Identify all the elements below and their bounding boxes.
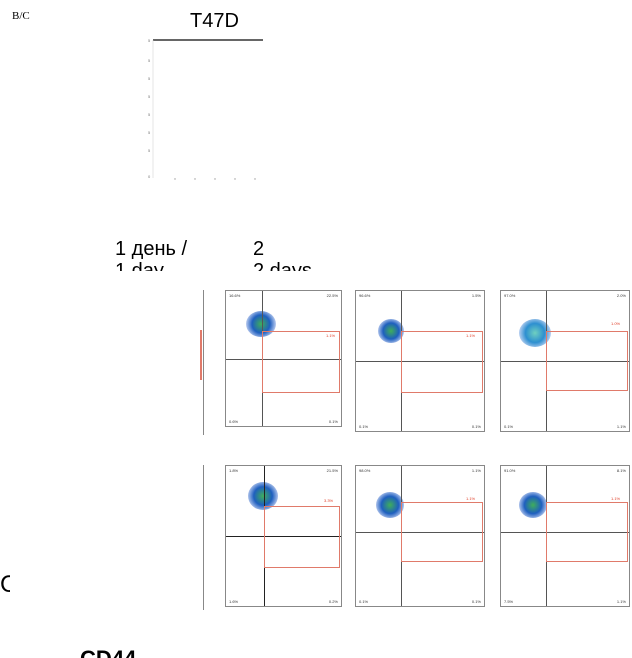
cell-cloud — [378, 319, 404, 343]
quadrant-hline — [356, 361, 484, 362]
quad-br: 0.1% — [471, 599, 481, 604]
gate-box — [262, 331, 340, 393]
quadrant-hline — [501, 532, 629, 533]
quadrant-hline — [501, 361, 629, 362]
row1-axis — [203, 290, 204, 435]
side-label: C — [0, 572, 10, 598]
flow-plot-5: 98.0% 1.1% 0.1% 0.1% 1.1% — [355, 465, 485, 607]
day-label-2: 2 — [253, 238, 265, 260]
gate-value: 1.1% — [466, 333, 476, 338]
cell-cloud — [246, 311, 276, 337]
gate-value: 1.0% — [611, 321, 621, 326]
day-label-2-en: 2 days — [253, 260, 312, 271]
quad-br: 0.2% — [328, 599, 338, 604]
axis-label-cd44: CD44 — [80, 648, 140, 658]
gate-box — [401, 502, 483, 562]
cell-cloud — [248, 482, 278, 510]
gate-value: 1.1% — [466, 496, 476, 501]
quadrant-hline — [356, 532, 484, 533]
flow-plot-4: 1.8% 21.5% 1.6% 0.2% 3.3% — [225, 465, 342, 607]
quad-tr: 2.0% — [616, 293, 626, 298]
flow-plot-2: 96.6% 1.5% 0.1% 0.1% 1.1% — [355, 290, 485, 432]
gate-box — [546, 502, 628, 562]
gate-box — [264, 506, 340, 568]
quad-tr: 1.5% — [471, 293, 481, 298]
svg-text:5: 5 — [148, 130, 151, 135]
quad-br: 1.1% — [616, 599, 626, 604]
day-label-1-en: 1 day — [115, 260, 164, 271]
quad-br: 0.1% — [471, 424, 481, 429]
quad-br: 0.1% — [328, 419, 338, 424]
cell-cloud — [519, 492, 547, 518]
quad-tl: 96.6% — [359, 293, 371, 298]
quad-tl: 1.8% — [229, 468, 239, 473]
quad-br: 1.1% — [616, 424, 626, 429]
flow-plot-6: 91.0% 8.1% 7.5% 1.1% 1.1% — [500, 465, 630, 607]
flow-plot-1: 16.6% 22.5% 0.6% 0.1% 1.1% — [225, 290, 342, 427]
svg-text:5: 5 — [148, 94, 151, 99]
panel-label: B/C — [12, 10, 30, 22]
quadrant-hline — [226, 536, 341, 537]
gate-box — [546, 331, 628, 391]
quad-tl: 97.0% — [504, 293, 516, 298]
quad-tl: 16.6% — [229, 293, 241, 298]
quadrant-hline — [226, 359, 341, 360]
cell-cloud — [519, 319, 551, 347]
quad-bl: 0.1% — [359, 424, 369, 429]
svg-text:5: 5 — [148, 148, 151, 153]
day-label-1: 1 день / — [115, 238, 188, 260]
gate-value: 3.3% — [324, 498, 334, 503]
svg-text:5: 5 — [148, 112, 151, 117]
figure-title: T47D — [190, 10, 239, 32]
quad-tr: 8.1% — [616, 468, 626, 473]
gate-value: 1.1% — [326, 333, 336, 338]
gate-value: 1.1% — [611, 496, 621, 501]
svg-text:5: 5 — [148, 38, 151, 43]
row2-axis — [203, 465, 204, 610]
quad-bl: 1.6% — [229, 599, 239, 604]
quad-tl: 98.0% — [359, 468, 371, 473]
quad-tr: 1.1% — [471, 468, 481, 473]
svg-text:5: 5 — [148, 58, 151, 63]
quad-bl: 0.1% — [504, 424, 514, 429]
quad-tl: 91.0% — [504, 468, 516, 473]
quad-bl: 0.1% — [359, 599, 369, 604]
quad-tr: 21.5% — [326, 468, 338, 473]
quad-bl: 0.6% — [229, 419, 239, 424]
flow-plot-3: 97.0% 2.0% 0.1% 1.1% 1.0% — [500, 290, 630, 432]
cell-cloud — [376, 492, 404, 518]
svg-text:0: 0 — [148, 174, 151, 179]
row1-axis-marker — [200, 330, 202, 380]
quad-tr: 22.5% — [326, 293, 338, 298]
quad-bl: 7.5% — [504, 599, 514, 604]
line-chart: 5 5 5 5 5 5 5 0 — [148, 38, 263, 180]
gate-box — [401, 331, 483, 393]
svg-text:5: 5 — [148, 76, 151, 81]
